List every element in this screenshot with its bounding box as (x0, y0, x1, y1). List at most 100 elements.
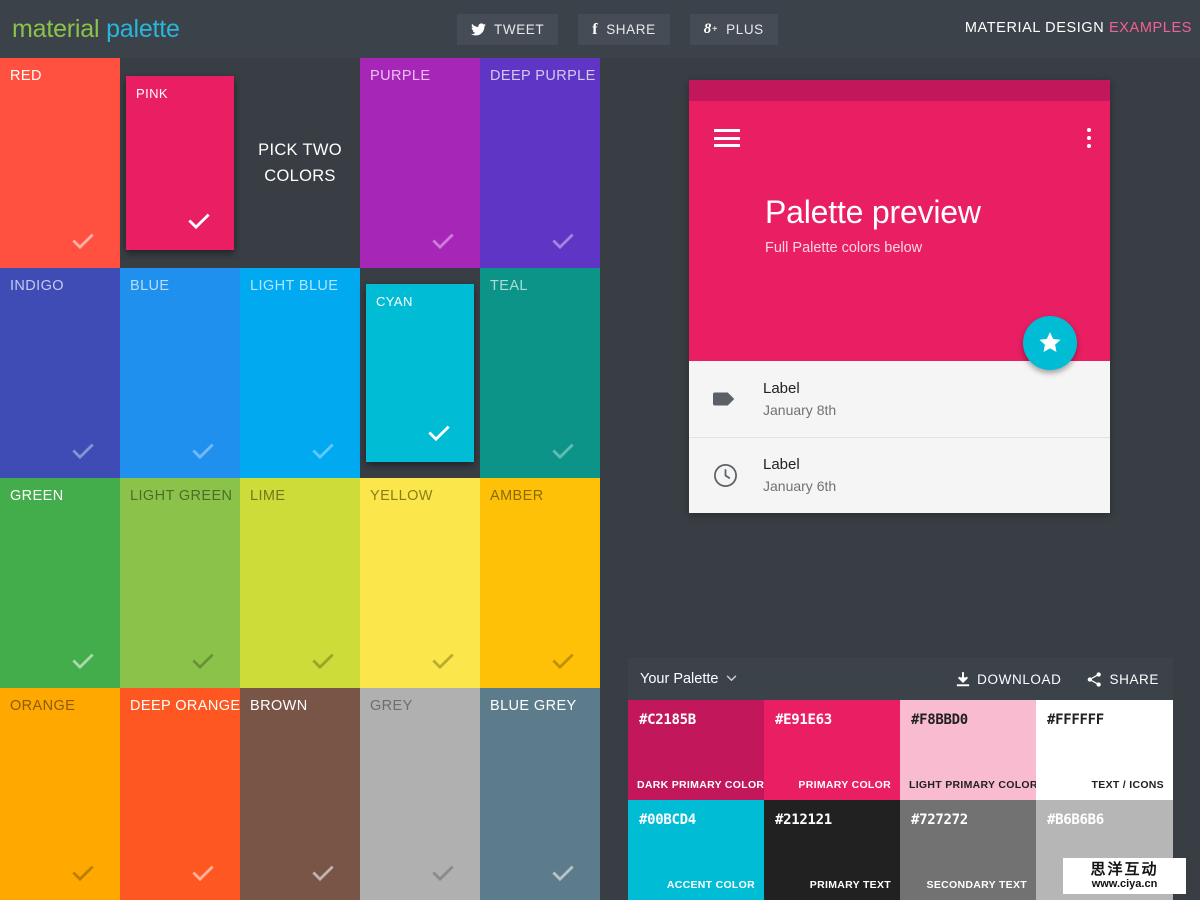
color-grid-row: ORANGE DEEP ORANGE BROWN GREY BLUE GREY (0, 688, 600, 900)
color-tile-orange[interactable]: ORANGE (0, 688, 120, 900)
swatch-hex: #F8BBD0 (911, 712, 968, 728)
palette-swatches: #C2185B DARK PRIMARY COLOR #E91E63 PRIMARY … (628, 700, 1173, 900)
more-vertical-icon[interactable] (1086, 128, 1091, 148)
hamburger-menu-icon[interactable] (714, 129, 740, 147)
tag-icon (713, 389, 763, 409)
color-tile-card (126, 76, 234, 250)
floating-action-button[interactable] (1023, 316, 1077, 370)
color-tile-label: INDIGO (10, 278, 64, 294)
color-tile-pink[interactable]: PINK (120, 58, 240, 268)
swatch-role: SECONDARY TEXT (926, 879, 1027, 891)
color-tile-amber[interactable]: AMBER (480, 478, 600, 688)
check-icon[interactable] (550, 228, 576, 254)
check-icon[interactable] (430, 860, 456, 886)
color-tile-purple[interactable]: PURPLE (360, 58, 480, 268)
color-grid-row: RED PINK PICK TWO COLORS PURPLE DEEP PURPLE (0, 58, 600, 268)
color-tile-grey[interactable]: GREY (360, 688, 480, 900)
palette-swatch[interactable]: #C2185B DARK PRIMARY COLOR (628, 700, 764, 800)
color-tile-red[interactable]: RED (0, 58, 120, 268)
share-button[interactable]: SHARE (1087, 672, 1159, 687)
color-tile-green[interactable]: GREEN (0, 478, 120, 688)
palette-swatch[interactable]: #212121 PRIMARY TEXT (764, 800, 900, 900)
color-tile-brown[interactable]: BROWN (240, 688, 360, 900)
facebook-share-button[interactable]: f SHARE (578, 14, 670, 45)
color-tile-blue-grey[interactable]: BLUE GREY (480, 688, 600, 900)
check-icon[interactable] (550, 438, 576, 464)
palette-swatch[interactable]: #F8BBD0 LIGHT PRIMARY COLOR (900, 700, 1038, 800)
swatch-role: ACCENT COLOR (666, 879, 755, 891)
color-tile-deep-orange[interactable]: DEEP ORANGE (120, 688, 240, 900)
palette-swatch[interactable]: #00BCD4 ACCENT COLOR (628, 800, 764, 900)
download-icon (957, 671, 970, 686)
palette-title[interactable]: Your Palette (640, 671, 719, 687)
chevron-down-icon[interactable] (726, 673, 737, 685)
palette-preview-card: Palette preview Full Palette colors belo… (689, 80, 1110, 513)
check-icon[interactable] (550, 860, 576, 886)
material-design-examples-link[interactable]: MATERIAL DESIGN EXAMPLES (965, 20, 1192, 36)
color-tile-light-blue[interactable]: LIGHT BLUE (240, 268, 360, 478)
share-button-label: SHARE (1109, 671, 1159, 687)
google-plus-button[interactable]: 8 + PLUS (689, 14, 778, 45)
logo-word-palette: palette (106, 14, 180, 43)
swatch-hex: #E91E63 (775, 712, 832, 728)
swatch-role: PRIMARY TEXT (809, 879, 891, 891)
color-tile-lime[interactable]: LIME (240, 478, 360, 688)
check-icon[interactable] (186, 208, 212, 234)
list-item-title: Label (763, 456, 800, 473)
color-tile-light-green[interactable]: LIGHT GREEN (120, 478, 240, 688)
check-icon[interactable] (550, 648, 576, 674)
palette-panel-header: Your Palette DOWNLOAD SHARE (628, 658, 1173, 700)
color-tile-indigo[interactable]: INDIGO (0, 268, 120, 478)
download-button[interactable]: DOWNLOAD (956, 672, 1061, 687)
check-icon[interactable] (310, 648, 336, 674)
color-tile-teal[interactable]: TEAL (480, 268, 600, 478)
check-icon[interactable] (70, 648, 96, 674)
check-icon[interactable] (190, 860, 216, 886)
check-icon[interactable] (310, 860, 336, 886)
color-tile-label: BLUE (130, 278, 170, 294)
color-tile-label: GREY (370, 698, 413, 714)
swatch-role: LIGHT PRIMARY COLOR (909, 779, 1038, 791)
swatch-hex: #B6B6B6 (1047, 812, 1104, 828)
color-tile-label: GREEN (10, 488, 64, 504)
preview-subtitle: Full Palette colors below (765, 240, 923, 256)
preview-app-bar: Palette preview Full Palette colors belo… (689, 101, 1110, 361)
list-item-subtitle: January 6th (763, 478, 837, 494)
watermark-url: www.ciya.cn (1091, 877, 1158, 890)
your-palette-panel: Your Palette DOWNLOAD SHARE #C2185B DARK … (628, 658, 1173, 900)
palette-swatch[interactable]: #FFFFFF TEXT / ICONS (1036, 700, 1173, 800)
swatch-hex: #212121 (775, 812, 832, 828)
tweet-button[interactable]: TWEET (457, 14, 559, 45)
color-grid-row: INDIGO BLUE LIGHT BLUE CYAN TEAL (0, 268, 600, 478)
color-tile-yellow[interactable]: YELLOW (360, 478, 480, 688)
check-icon[interactable] (310, 438, 336, 464)
share-icon (1088, 671, 1102, 687)
color-tile-cyan[interactable]: CYAN (360, 268, 480, 478)
check-icon[interactable] (190, 438, 216, 464)
check-icon[interactable] (190, 648, 216, 674)
check-icon[interactable] (70, 228, 96, 254)
top-header: material palette TWEET f SHARE 8 + PLUS M… (0, 0, 1200, 58)
check-icon[interactable] (430, 228, 456, 254)
tweet-button-label: TWEET (494, 22, 545, 37)
facebook-icon: f (592, 20, 599, 38)
color-tile-label: RED (10, 68, 42, 84)
google-plus-icon: 8 + (703, 21, 719, 37)
preview-list-item[interactable]: Label January 6th (689, 437, 1110, 513)
header-right-accent: EXAMPLES (1109, 20, 1192, 36)
color-tile-blue[interactable]: BLUE (120, 268, 240, 478)
watermark-cn-text: 思洋互动 (1090, 860, 1159, 878)
swatch-hex: #C2185B (639, 712, 696, 728)
color-tile-deep-purple[interactable]: DEEP PURPLE (480, 58, 600, 268)
color-tile-label: DEEP ORANGE (130, 698, 241, 714)
pick-hint-line2: COLORS (264, 167, 336, 185)
check-icon[interactable] (70, 860, 96, 886)
check-icon[interactable] (426, 420, 452, 446)
color-tile-label: AMBER (490, 488, 544, 504)
palette-swatch[interactable]: #E91E63 PRIMARY COLOR (764, 700, 900, 800)
site-logo[interactable]: material palette (12, 15, 180, 44)
check-icon[interactable] (430, 648, 456, 674)
palette-swatch[interactable]: #727272 SECONDARY TEXT (900, 800, 1036, 900)
check-icon[interactable] (70, 438, 96, 464)
preview-list-item[interactable]: Label January 8th (689, 361, 1110, 437)
